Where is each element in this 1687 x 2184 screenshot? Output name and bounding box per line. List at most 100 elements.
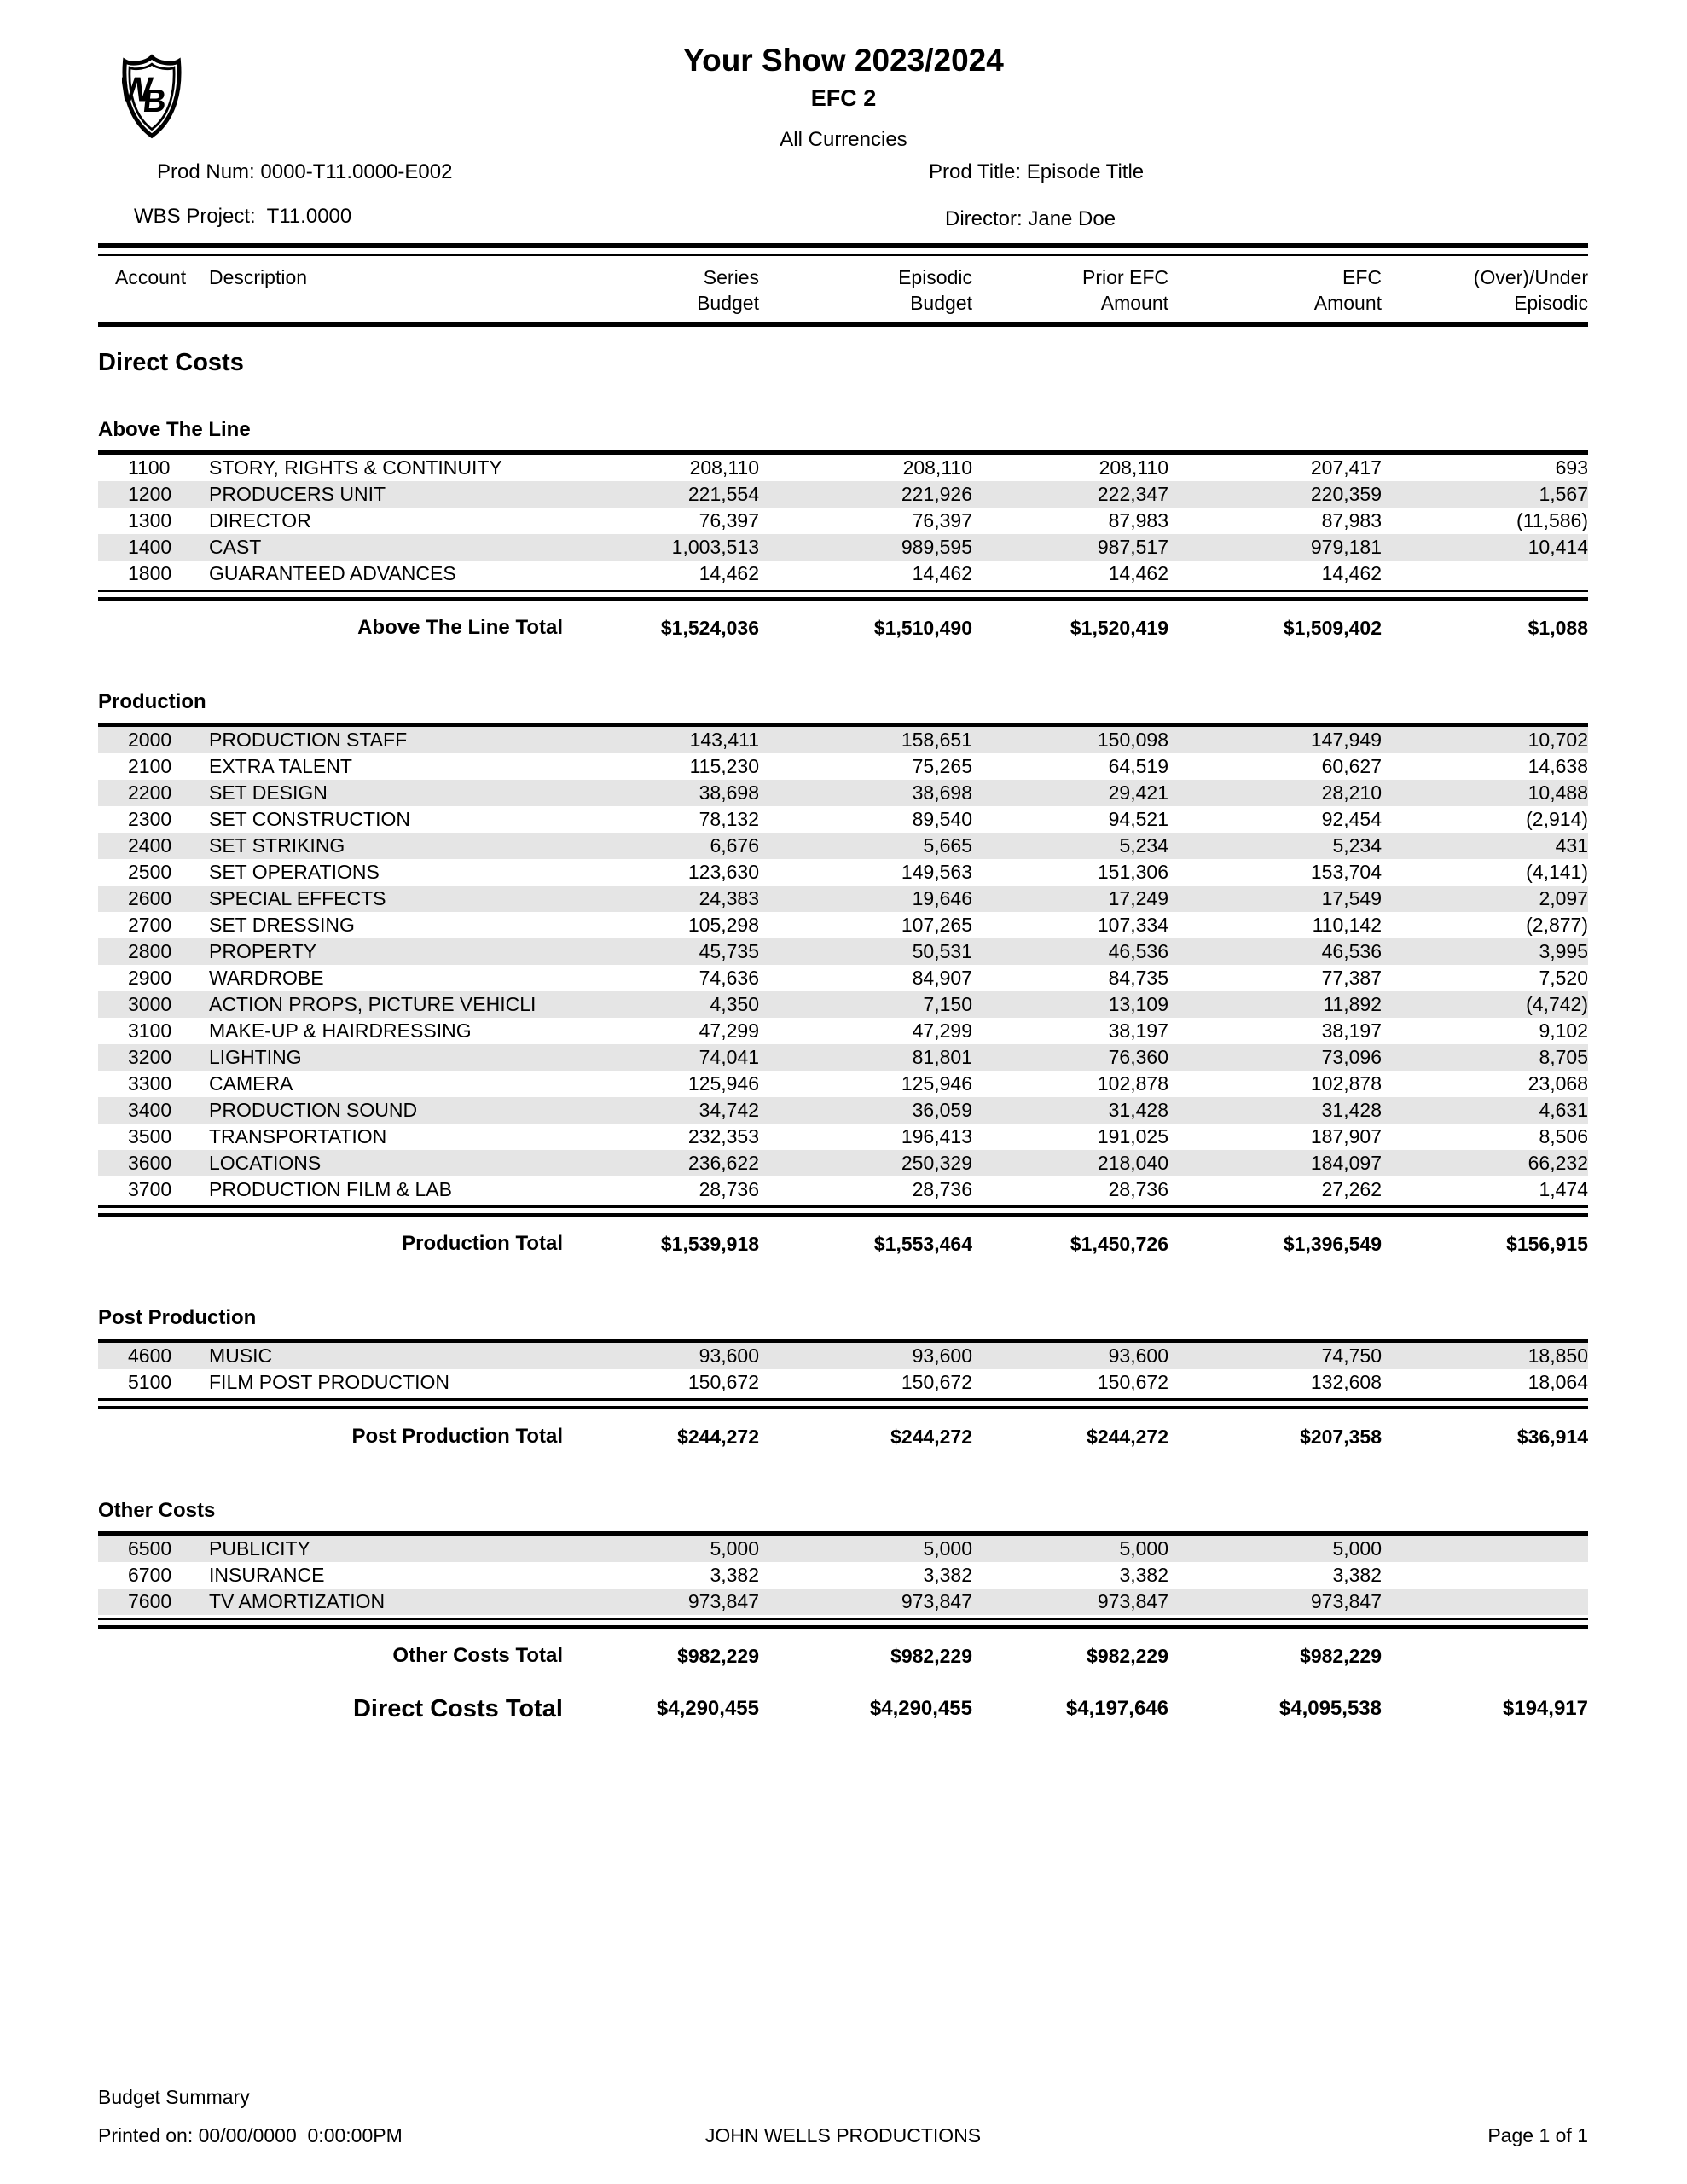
amount-cell: 84,907 bbox=[912, 967, 972, 989]
wbs-project: WBS Project: T11.0000 bbox=[134, 205, 352, 228]
account-cell: 1800 bbox=[128, 562, 172, 584]
amount-cell: 87,983 bbox=[1321, 509, 1382, 531]
description-cell: SET DRESSING bbox=[209, 914, 355, 936]
amount-cell: 76,397 bbox=[699, 509, 759, 531]
amount-cell: (11,586) bbox=[1516, 509, 1588, 531]
account-cell: 6500 bbox=[128, 1537, 172, 1560]
amount-cell: 208,110 bbox=[902, 456, 972, 479]
section-total-row: Production Total $1,539,918 $1,553,464 $1,4… bbox=[98, 1229, 1588, 1258]
amount-cell: 13,109 bbox=[1108, 993, 1168, 1015]
report-type: EFC 2 bbox=[810, 85, 877, 111]
grand-total-amount: $4,290,455 bbox=[869, 1697, 972, 1720]
amount-cell: 14,462 bbox=[912, 562, 972, 584]
amount-cell: 17,549 bbox=[1321, 887, 1382, 909]
table-row: 2600 SPECIAL EFFECTS 24,383 19,646 17,249 17,… bbox=[98, 886, 1588, 912]
table-row: 3400 PRODUCTION SOUND 34,742 36,059 31,428 31… bbox=[98, 1097, 1588, 1124]
section-heading: Above The Line bbox=[98, 418, 251, 441]
amount-cell: 64,519 bbox=[1108, 755, 1168, 777]
account-cell: 7600 bbox=[128, 1590, 172, 1612]
account-cell: 2300 bbox=[128, 808, 172, 830]
amount-cell: 92,454 bbox=[1321, 808, 1382, 830]
amount-cell: 208,110 bbox=[689, 456, 759, 479]
total-amount-cell: $982,229 bbox=[890, 1645, 972, 1667]
amount-cell: 196,413 bbox=[901, 1125, 972, 1147]
header-rule-bottom bbox=[98, 322, 1588, 327]
col-over-under: (Over)/Under Episodic bbox=[1473, 266, 1588, 314]
amount-cell: 89,540 bbox=[912, 808, 972, 830]
description-cell: MAKE-UP & HAIRDRESSING bbox=[209, 1019, 472, 1042]
table-row: 3600 LOCATIONS 236,622 250,329 218,040 184,09… bbox=[98, 1150, 1588, 1176]
account-cell: 1200 bbox=[128, 483, 172, 505]
amount-cell: 27,262 bbox=[1321, 1178, 1382, 1200]
table-row: 2100 EXTRA TALENT 115,230 75,265 64,519 60,62… bbox=[98, 753, 1588, 780]
table-row: 2400 SET STRIKING 6,676 5,665 5,234 5,234 431 bbox=[98, 833, 1588, 859]
amount-cell: 107,334 bbox=[1097, 914, 1168, 936]
account-cell: 6700 bbox=[128, 1564, 172, 1586]
description-cell: PRODUCTION STAFF bbox=[209, 729, 408, 751]
amount-cell: 207,417 bbox=[1310, 456, 1382, 479]
grand-total-amount: $4,290,455 bbox=[656, 1697, 759, 1720]
amount-cell: (4,742) bbox=[1526, 993, 1588, 1015]
amount-cell: 149,563 bbox=[901, 861, 972, 883]
amount-cell: 1,567 bbox=[1539, 483, 1588, 505]
report-header: W B Your Show 2023/2024 EFC 2 All Curren… bbox=[0, 0, 1687, 243]
total-amount-cell: $244,272 bbox=[890, 1426, 972, 1448]
description-cell: SET OPERATIONS bbox=[209, 861, 380, 883]
table-row: 3300 CAMERA 125,946 125,946 102,878 102,878 23… bbox=[98, 1071, 1588, 1097]
amount-cell: 1,003,513 bbox=[671, 536, 759, 558]
amount-cell: 19,646 bbox=[912, 887, 972, 909]
total-amount-cell: $1,520,419 bbox=[1070, 617, 1168, 639]
total-amount-cell: $1,553,464 bbox=[873, 1233, 972, 1255]
amount-cell: 78,132 bbox=[699, 808, 759, 830]
description-cell: TV AMORTIZATION bbox=[209, 1590, 386, 1612]
wb-shield-icon: W B bbox=[122, 54, 182, 139]
amount-cell: 93,600 bbox=[912, 1345, 972, 1367]
amount-cell: 17,249 bbox=[1108, 887, 1168, 909]
amount-cell: 3,382 bbox=[1332, 1564, 1382, 1586]
description-cell: STORY, RIGHTS & CONTINUITY bbox=[209, 456, 502, 479]
amount-cell: 5,234 bbox=[1119, 834, 1168, 857]
description-cell: LIGHTING bbox=[209, 1046, 302, 1068]
description-cell: WARDROBE bbox=[209, 967, 324, 989]
amount-cell: 151,306 bbox=[1097, 861, 1168, 883]
table-row: 2900 WARDROBE 74,636 84,907 84,735 77,387 7,52… bbox=[98, 965, 1588, 991]
amount-cell: 125,946 bbox=[901, 1072, 972, 1095]
col-description: Description bbox=[209, 266, 308, 288]
footer-printed-on: Printed on: 00/00/0000 0:00:00PM bbox=[98, 2124, 403, 2146]
description-cell: PUBLICITY bbox=[209, 1537, 310, 1560]
section-total-row: Post Production Total $244,272 $244,272 $24… bbox=[98, 1422, 1588, 1451]
amount-cell: 18,850 bbox=[1528, 1345, 1588, 1367]
amount-cell: 110,142 bbox=[1312, 914, 1382, 936]
section-total-row: Above The Line Total $1,524,036 $1,510,490… bbox=[98, 613, 1588, 642]
amount-cell: 14,462 bbox=[1108, 562, 1168, 584]
amount-cell: 76,397 bbox=[912, 509, 972, 531]
col-account: Account bbox=[115, 266, 187, 288]
amount-cell: 3,382 bbox=[1119, 1564, 1168, 1586]
amount-cell: 31,428 bbox=[1321, 1099, 1382, 1121]
amount-cell: 191,025 bbox=[1097, 1125, 1168, 1147]
amount-cell: 973,847 bbox=[901, 1590, 972, 1612]
pre-total-rule bbox=[98, 1398, 1588, 1409]
amount-cell: 9,102 bbox=[1539, 1019, 1588, 1042]
wb-logo-text: W bbox=[122, 70, 155, 109]
amount-cell: 74,750 bbox=[1321, 1345, 1382, 1367]
amount-cell: 236,622 bbox=[687, 1152, 759, 1174]
description-cell: EXTRA TALENT bbox=[209, 755, 352, 777]
section-heading: Post Production bbox=[98, 1306, 257, 1329]
amount-cell: (2,877) bbox=[1526, 914, 1588, 936]
amount-cell: 23,068 bbox=[1528, 1072, 1588, 1095]
amount-cell: 208,110 bbox=[1099, 456, 1168, 479]
amount-cell: 3,382 bbox=[923, 1564, 972, 1586]
total-amount-cell: $1,510,490 bbox=[873, 617, 972, 639]
total-amount-cell: $1,088 bbox=[1528, 617, 1588, 639]
amount-cell: 107,265 bbox=[901, 914, 972, 936]
col-episodic-budget: Episodic Budget bbox=[898, 266, 972, 314]
table-row: 7600 TV AMORTIZATION 973,847 973,847 973,847… bbox=[98, 1589, 1588, 1615]
account-cell: 2000 bbox=[128, 729, 172, 751]
amount-cell: 147,949 bbox=[1310, 729, 1382, 751]
amount-cell: 132,608 bbox=[1310, 1371, 1382, 1393]
total-amount-cell bbox=[1382, 1641, 1588, 1670]
description-cell: MUSIC bbox=[209, 1345, 273, 1367]
amount-cell: 973,847 bbox=[1097, 1590, 1168, 1612]
col-series-budget: Series Budget bbox=[697, 266, 759, 314]
